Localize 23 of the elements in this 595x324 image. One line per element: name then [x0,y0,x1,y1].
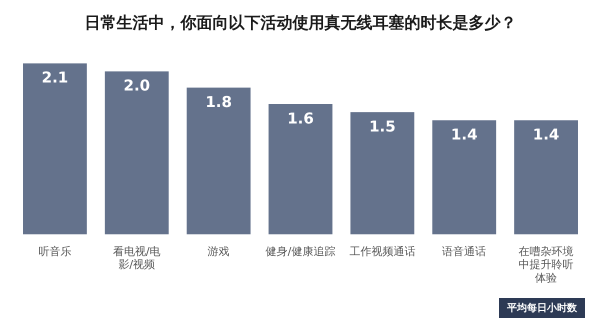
x-tick-label: 游戏 [208,244,230,258]
x-tick-label: 在嘈杂环境中提升聆听体验 [518,244,574,284]
bar [514,120,578,234]
data-label: 1.8 [205,93,232,112]
x-tick-label: 工作视频通话 [349,244,416,258]
x-tick-label: 健身/健康追踪 [266,244,336,258]
bar [350,112,414,234]
chart-title: 日常生活中，你面向以下活动使用真无线耳塞的时长是多少？ [84,12,516,32]
data-label: 2.0 [123,76,150,95]
x-tick-label: 看电视/电影/视频 [112,244,161,272]
text: 平均每日小时数 [499,298,585,318]
bar [186,88,251,234]
bar [104,71,169,234]
data-label: 1.6 [287,109,314,128]
bar [432,120,496,234]
x-tick-label: 语音通话 [442,244,486,258]
x-tick-label: 听音乐 [38,244,72,258]
data-label: 1.5 [369,118,396,136]
bar [23,63,87,234]
data-label: 1.4 [450,126,478,144]
bar [268,104,332,234]
data-label: 1.4 [532,126,560,144]
data-label: 2.1 [42,68,68,87]
